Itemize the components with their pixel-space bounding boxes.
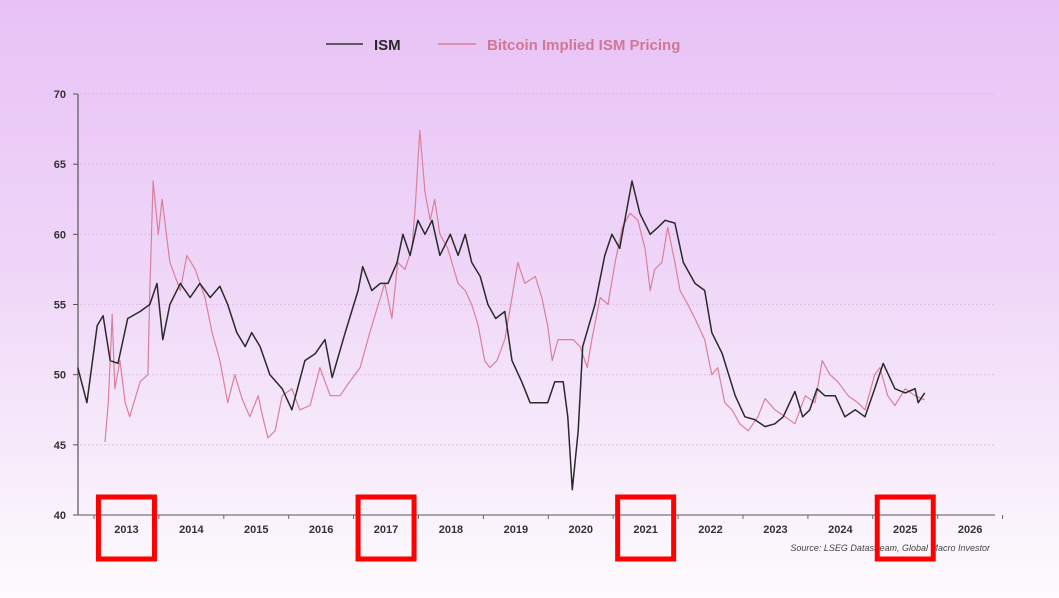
x-tick-label: 2016 (309, 524, 333, 536)
y-tick-label: 70 (54, 89, 66, 101)
year-highlight-boxes (95, 494, 936, 562)
x-tick-label: 2013 (114, 524, 138, 536)
x-tick-label: 2026 (958, 524, 982, 536)
bitcoin-implied-ism-line (104, 129, 925, 443)
gridlines (80, 93, 995, 446)
y-tick-label: 65 (54, 159, 66, 171)
y-axis: 40 45 50 55 60 65 70 (54, 89, 79, 522)
y-tick-label: 40 (54, 510, 66, 522)
x-tick-label: 2024 (828, 524, 853, 536)
source-note: Source: LSEG Datastream, Global Macro In… (790, 543, 991, 553)
x-tick-label: 2023 (763, 524, 787, 536)
y-tick-label: 60 (54, 229, 66, 241)
x-tick-label: 2015 (244, 524, 268, 536)
x-tick-label: 2017 (374, 524, 398, 536)
highlight-box-2017 (355, 494, 417, 562)
x-tick-label: 2021 (633, 524, 657, 536)
highlight-box-2013 (95, 494, 157, 562)
legend: ISM Bitcoin Implied ISM Pricing (326, 37, 680, 54)
x-tick-label: 2014 (179, 524, 204, 536)
x-tick-label: 2020 (569, 524, 593, 536)
x-tick-label: 2018 (439, 524, 463, 536)
ism-line (77, 180, 926, 491)
y-tick-label: 50 (54, 370, 66, 382)
x-axis: 2013 2014 2015 2016 2017 2018 2019 2020 2021 2022… (78, 514, 1004, 536)
y-tick-label: 45 (54, 440, 66, 452)
legend-label-bitcoin: Bitcoin Implied ISM Pricing (487, 37, 680, 54)
x-tick-label: 2025 (893, 524, 917, 536)
highlight-box-2025 (874, 494, 936, 562)
legend-label-ism: ISM (374, 37, 401, 54)
series-lines (77, 129, 926, 491)
highlight-box-2021 (615, 494, 677, 562)
x-tick-label: 2019 (504, 524, 528, 536)
x-tick-label: 2022 (698, 524, 722, 536)
y-tick-label: 55 (54, 300, 66, 312)
